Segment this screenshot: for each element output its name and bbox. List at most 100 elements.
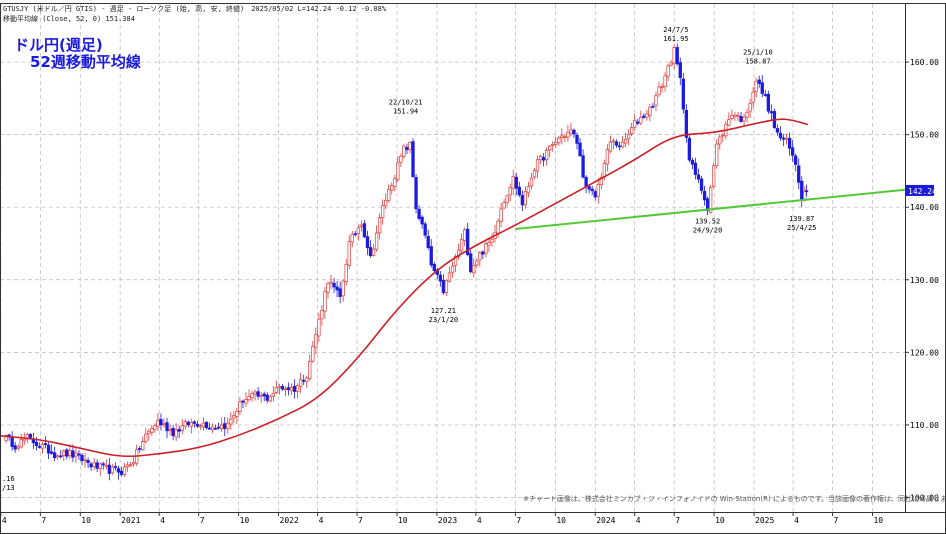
candle-body <box>648 107 652 116</box>
candle-body <box>475 260 479 266</box>
candle-body <box>80 454 84 461</box>
candle-body <box>447 272 452 282</box>
x-tick-label: 10 <box>556 516 566 525</box>
candle-body <box>299 379 303 387</box>
annotation-label: 25/4/25 <box>787 224 817 232</box>
candle-body <box>766 93 770 112</box>
candle-body <box>399 155 403 163</box>
candle-body <box>204 421 209 429</box>
candle-body <box>125 464 130 468</box>
candle-body <box>462 229 467 241</box>
candle-body <box>614 141 619 146</box>
candle-body <box>426 235 430 248</box>
candle-body <box>736 114 740 117</box>
candle-body <box>417 208 421 219</box>
x-tick-label: 7 <box>834 516 839 525</box>
candle-body <box>217 426 221 429</box>
candle-body <box>642 115 646 118</box>
candle-body <box>344 264 348 282</box>
candle-body <box>365 236 370 249</box>
candle-body <box>289 386 294 391</box>
candle-body <box>371 248 376 256</box>
candle-body <box>104 465 108 468</box>
candle-body <box>165 422 169 432</box>
y-tick-label: 120.00 <box>910 348 939 357</box>
candle-body <box>499 208 503 222</box>
candle-body <box>617 145 622 148</box>
candle-body <box>408 142 412 151</box>
candle-body <box>308 360 312 379</box>
annotation-label: 161.95 <box>663 35 688 43</box>
candle-body <box>718 136 722 145</box>
candle-body <box>633 120 637 128</box>
candle-body <box>538 156 543 160</box>
candle-body <box>374 232 379 250</box>
candle-body <box>699 178 704 191</box>
candle-body <box>341 280 345 297</box>
y-tick-label: 130.00 <box>910 276 939 285</box>
candle-body <box>89 463 93 468</box>
left-edge-label-2: /13 <box>2 484 15 492</box>
candle-body <box>584 176 588 187</box>
candle-body <box>13 445 17 450</box>
candle-body <box>40 443 45 449</box>
candle-body <box>198 425 203 427</box>
candle-body <box>715 143 719 167</box>
x-tick-label: 10 <box>81 516 91 525</box>
candle-body <box>210 426 215 430</box>
candle-body <box>569 129 573 134</box>
candle-body <box>693 162 698 175</box>
candle-body <box>420 216 424 225</box>
candle-body <box>620 141 625 148</box>
candle-body <box>456 249 461 258</box>
candle-body <box>590 188 594 192</box>
x-axis: 4 7 10 2021 4 7 10 2022 4 7 10 2023 4 7 10 2024 4 7 10 2025… <box>0 512 883 525</box>
candle-body <box>754 80 758 92</box>
candle-body <box>326 283 330 293</box>
candle-body <box>381 205 385 219</box>
candle-body <box>335 286 339 291</box>
candle-body <box>232 415 236 419</box>
candle-body <box>739 115 743 122</box>
candle-body <box>727 119 731 126</box>
candle-body <box>302 380 306 382</box>
x-tick-label: 7 <box>41 516 46 525</box>
candle-body <box>541 157 546 161</box>
candle-body <box>141 441 145 451</box>
annotation-label: 139.52 <box>695 218 720 226</box>
x-tick-label: 2025 <box>755 516 774 525</box>
candle-body <box>690 159 695 165</box>
y-axis: 100.00 110.00 120.00 130.00 140.00 150.00 160.… <box>905 58 939 502</box>
annotation-label: 25/1/10 <box>743 48 773 56</box>
x-tick-label: 7 <box>358 516 363 525</box>
candle-body <box>560 135 564 138</box>
x-tick-label: 7 <box>200 516 205 525</box>
candle-body <box>171 428 175 437</box>
candle-body <box>183 421 187 427</box>
candle-body <box>526 186 531 194</box>
candle-body <box>657 86 661 95</box>
y-tick-label: 110.00 <box>910 421 939 430</box>
candle-body <box>320 309 324 320</box>
candle-body <box>238 401 242 412</box>
candle-body <box>229 418 233 425</box>
annotation-label: 24/9/20 <box>693 227 723 235</box>
candle-body <box>46 444 51 454</box>
candle-body <box>478 252 482 261</box>
candle-body <box>769 111 774 114</box>
x-tick-label: 4 <box>319 516 324 525</box>
grid <box>0 4 905 512</box>
candle-body <box>459 238 464 252</box>
x-tick-label: 2023 <box>438 516 457 525</box>
candle-body <box>387 188 391 201</box>
candle-body <box>226 422 230 430</box>
candle-body <box>450 265 455 273</box>
candle-body <box>153 425 157 430</box>
x-tick-label: 2024 <box>596 516 615 525</box>
candle-body <box>481 251 485 255</box>
candle-body <box>696 174 701 180</box>
annotation-label: 151.94 <box>393 108 418 116</box>
candle-body <box>687 137 692 161</box>
candle-body <box>496 220 500 234</box>
candle-body <box>329 281 333 284</box>
